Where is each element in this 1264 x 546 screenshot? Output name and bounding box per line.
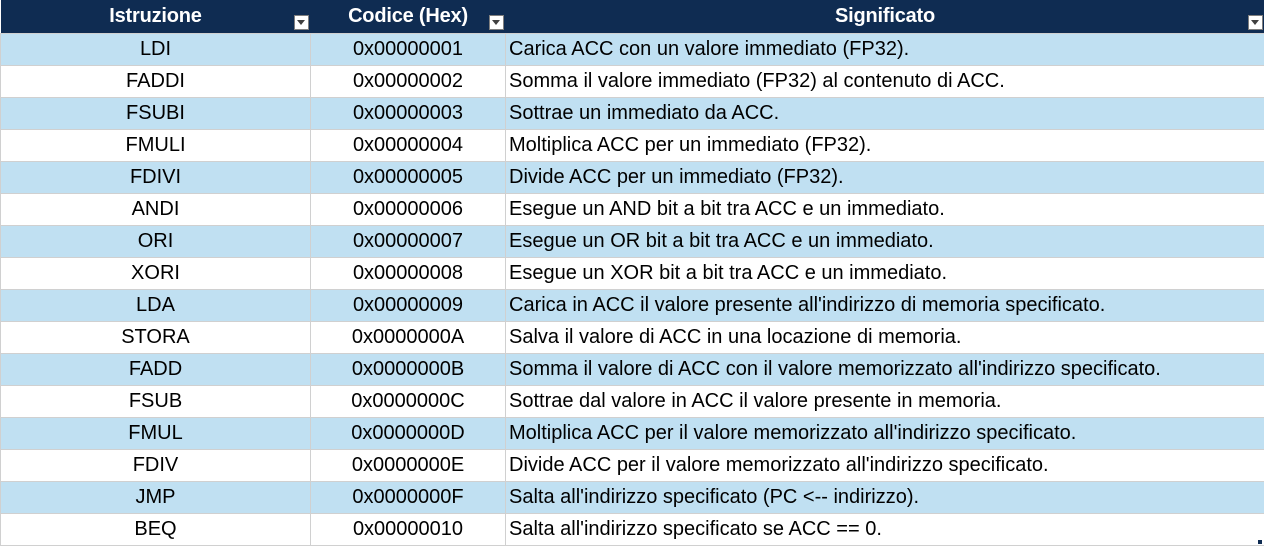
cell-significato[interactable]: Esegue un AND bit a bit tra ACC e un imm… [505,192,1264,226]
cell-significato[interactable]: Divide ACC per un immediato (FP32). [505,160,1264,194]
table-row: JMP 0x0000000F Salta all'indirizzo speci… [0,480,1264,514]
cell-significato[interactable]: Carica in ACC il valore presente all'ind… [505,288,1264,322]
table-row: ORI 0x00000007 Esegue un OR bit a bit tr… [0,224,1264,258]
header-codice-hex[interactable]: Codice (Hex) [311,0,506,33]
table-row: FDIVI 0x00000005 Divide ACC per un immed… [0,160,1264,194]
table-row: FSUB 0x0000000C Sottrae dal valore in AC… [0,384,1264,418]
cell-istruzione[interactable]: FMUL [0,416,311,450]
table-row: FDIV 0x0000000E Divide ACC per il valore… [0,448,1264,482]
cell-significato[interactable]: Divide ACC per il valore memorizzato all… [505,448,1264,482]
header-istruzione[interactable]: Istruzione [1,0,311,33]
cell-significato[interactable]: Esegue un OR bit a bit tra ACC e un imme… [505,224,1264,258]
header-label: Istruzione [109,4,202,27]
cell-codice[interactable]: 0x00000005 [310,160,506,194]
table-row: FMUL 0x0000000D Moltiplica ACC per il va… [0,416,1264,450]
cell-codice[interactable]: 0x00000001 [310,32,506,66]
cell-istruzione[interactable]: LDI [0,32,311,66]
cell-istruzione[interactable]: ANDI [0,192,311,226]
cell-significato[interactable]: Sottrae dal valore in ACC il valore pres… [505,384,1264,418]
cell-codice[interactable]: 0x0000000C [310,384,506,418]
table-row: ANDI 0x00000006 Esegue un AND bit a bit … [0,192,1264,226]
table-row: STORA 0x0000000A Salva il valore di ACC … [0,320,1264,354]
cell-istruzione[interactable]: ORI [0,224,311,258]
cell-istruzione[interactable]: FADDI [0,64,311,98]
cell-istruzione[interactable]: FADD [0,352,311,386]
header-significato[interactable]: Significato [506,0,1264,33]
cell-significato[interactable]: Moltiplica ACC per il valore memorizzato… [505,416,1264,450]
cell-codice[interactable]: 0x00000006 [310,192,506,226]
cell-codice[interactable]: 0x00000002 [310,64,506,98]
filter-dropdown-icon[interactable] [1247,14,1263,30]
cell-istruzione[interactable]: JMP [0,480,311,514]
cell-codice[interactable]: 0x0000000B [310,352,506,386]
filter-dropdown-icon[interactable] [293,14,309,30]
cell-istruzione[interactable]: LDA [0,288,311,322]
cell-significato[interactable]: Moltiplica ACC per un immediato (FP32). [505,128,1264,162]
cell-codice[interactable]: 0x0000000F [310,480,506,514]
cell-significato[interactable]: Salta all'indirizzo specificato (PC <-- … [505,480,1264,514]
cell-codice[interactable]: 0x00000003 [310,96,506,130]
cell-codice[interactable]: 0x00000009 [310,288,506,322]
header-row: Istruzione Codice (Hex) Significato [0,0,1264,33]
table-row: FADDI 0x00000002 Somma il valore immedia… [0,64,1264,98]
table-row: LDA 0x00000009 Carica in ACC il valore p… [0,288,1264,322]
cell-istruzione[interactable]: FMULI [0,128,311,162]
cell-significato[interactable]: Somma il valore di ACC con il valore mem… [505,352,1264,386]
cell-significato[interactable]: Carica ACC con un valore immediato (FP32… [505,32,1264,66]
cell-significato[interactable]: Sottrae un immediato da ACC. [505,96,1264,130]
cell-istruzione[interactable]: BEQ [0,512,311,546]
cell-significato[interactable]: Esegue un XOR bit a bit tra ACC e un imm… [505,256,1264,290]
header-label: Significato [834,4,936,27]
table-row: LDI 0x00000001 Carica ACC con un valore … [0,32,1264,66]
cell-istruzione[interactable]: XORI [0,256,311,290]
cell-significato[interactable]: Salta all'indirizzo specificato se ACC =… [505,512,1264,546]
cell-codice[interactable]: 0x00000008 [310,256,506,290]
cell-istruzione[interactable]: FSUB [0,384,311,418]
table-row: XORI 0x00000008 Esegue un XOR bit a bit … [0,256,1264,290]
table-row: FSUBI 0x00000003 Sottrae un immediato da… [0,96,1264,130]
cell-istruzione[interactable]: FDIVI [0,160,311,194]
table-row: FMULI 0x00000004 Moltiplica ACC per un i… [0,128,1264,162]
cell-codice[interactable]: 0x0000000A [310,320,506,354]
cell-significato[interactable]: Somma il valore immediato (FP32) al cont… [505,64,1264,98]
table-resize-handle-icon[interactable] [1258,540,1262,544]
cell-codice[interactable]: 0x00000007 [310,224,506,258]
cell-istruzione[interactable]: FDIV [0,448,311,482]
table-row: FADD 0x0000000B Somma il valore di ACC c… [0,352,1264,386]
table-row: BEQ 0x00000010 Salta all'indirizzo speci… [0,512,1264,546]
cell-codice[interactable]: 0x00000004 [310,128,506,162]
filter-dropdown-icon[interactable] [488,14,504,30]
cell-significato[interactable]: Salva il valore di ACC in una locazione … [505,320,1264,354]
cell-codice[interactable]: 0x0000000D [310,416,506,450]
cell-codice[interactable]: 0x00000010 [310,512,506,546]
header-label: Codice (Hex) [348,4,468,27]
cell-codice[interactable]: 0x0000000E [310,448,506,482]
cell-istruzione[interactable]: STORA [0,320,311,354]
cell-istruzione[interactable]: FSUBI [0,96,311,130]
